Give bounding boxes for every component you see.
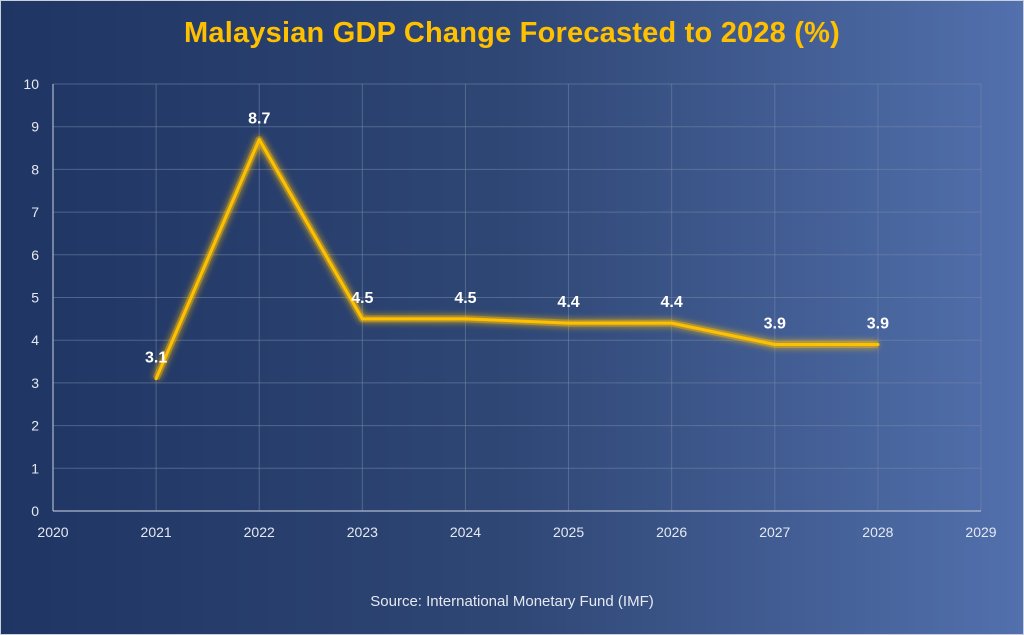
data-point	[567, 321, 571, 325]
y-tick-label: 1	[31, 460, 39, 476]
gridlines	[52, 83, 982, 512]
data-labels: 3.1 8.7 4.5 4.5 4.4 4.4 3.9 3.9	[145, 111, 889, 367]
axes: 0 1 2 3 4 5 6 7 8 9 10 2020 2021 2022 2023 2024 2025 2026…	[23, 76, 996, 540]
y-tick-label: 9	[31, 119, 39, 135]
y-tick-label: 6	[31, 247, 39, 263]
data-point	[360, 317, 364, 321]
data-point	[154, 377, 158, 381]
data-label: 4.5	[351, 290, 373, 307]
x-tick-label: 2026	[656, 524, 687, 540]
data-point	[876, 342, 880, 346]
y-tick-label: 2	[31, 418, 39, 434]
series	[152, 136, 880, 381]
y-tick-label: 4	[31, 332, 39, 348]
x-tick-label: 2027	[759, 524, 790, 540]
data-label: 8.7	[248, 111, 270, 128]
y-tick-label: 5	[31, 290, 39, 306]
data-point	[773, 342, 777, 346]
data-point	[257, 138, 261, 142]
chart-title: Malaysian GDP Change Forecasted to 2028 …	[184, 17, 840, 49]
data-label: 3.1	[145, 350, 167, 367]
data-label: 4.4	[661, 294, 683, 311]
data-label: 4.5	[454, 290, 476, 307]
data-label: 3.9	[764, 315, 786, 332]
x-tick-label: 2021	[141, 524, 172, 540]
data-label: 4.4	[557, 294, 579, 311]
x-tick-label: 2029	[965, 524, 996, 540]
chart-source: Source: International Monetary Fund (IMF…	[370, 593, 654, 610]
y-tick-label: 8	[31, 161, 39, 177]
x-tick-label: 2025	[553, 524, 584, 540]
data-label: 3.9	[867, 315, 889, 332]
y-tick-label: 3	[31, 375, 39, 391]
y-tick-label: 7	[31, 204, 39, 220]
data-point	[670, 321, 674, 325]
y-tick-label: 0	[31, 503, 39, 519]
x-tick-label: 2020	[37, 524, 68, 540]
data-point	[463, 317, 467, 321]
series-line	[154, 138, 880, 381]
y-tick-label: 10	[23, 76, 39, 92]
x-tick-label: 2028	[862, 524, 893, 540]
x-tick-label: 2023	[347, 524, 378, 540]
x-tick-label: 2024	[450, 524, 481, 540]
x-tick-label: 2022	[244, 524, 275, 540]
